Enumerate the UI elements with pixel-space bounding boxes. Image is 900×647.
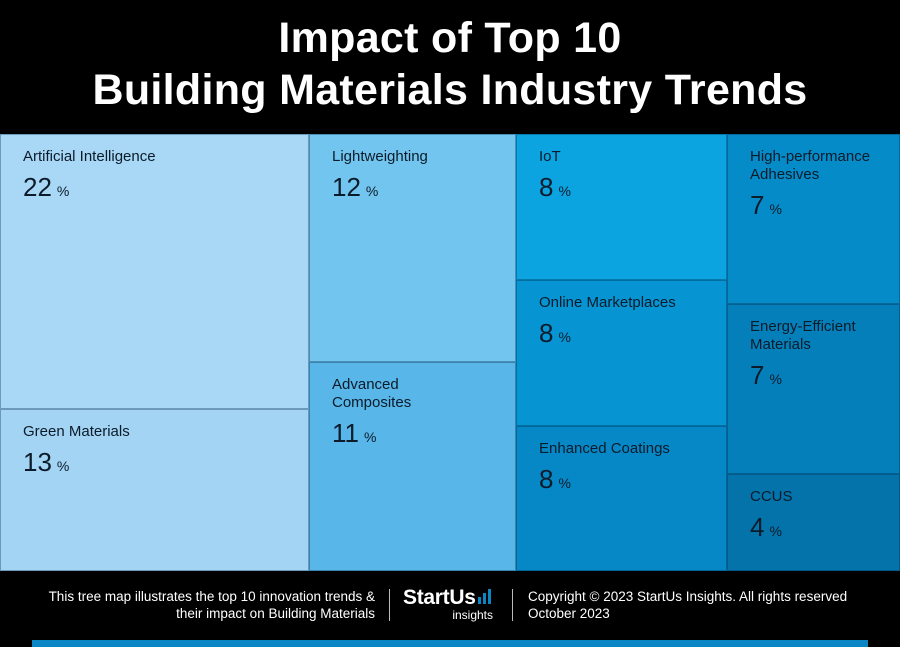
footer-divider-right xyxy=(512,589,513,621)
treemap-value-number: 8 xyxy=(539,172,554,202)
treemap-cell: IoT 8% xyxy=(516,134,727,280)
treemap-value-number: 7 xyxy=(750,360,765,390)
treemap-cell-label: Enhanced Coatings xyxy=(539,440,670,457)
treemap-value-unit: % xyxy=(769,523,782,539)
treemap-cell: Online Marketplaces 8% xyxy=(516,280,727,426)
treemap-cell-label: CCUS xyxy=(750,488,793,505)
treemap-value-unit: % xyxy=(56,183,70,199)
footer-description-line-2: their impact on Building Materials xyxy=(176,606,375,621)
treemap-value-unit: % xyxy=(365,183,379,199)
treemap-cell-value: 8% xyxy=(539,318,726,352)
treemap-cell-value: 13% xyxy=(23,447,308,481)
treemap-cell-value: 7% xyxy=(750,360,899,394)
treemap-value-number: 7 xyxy=(750,190,765,220)
treemap-cell-label: High-performance Adhesives xyxy=(750,148,871,183)
treemap-value-number: 11 xyxy=(332,418,359,448)
startus-logo: StartUs insights xyxy=(403,587,503,622)
treemap-cell: CCUS 4% xyxy=(727,474,900,571)
treemap-cell-value: 8% xyxy=(539,172,726,206)
treemap-cell-value: 7% xyxy=(750,190,899,224)
treemap-cell: Enhanced Coatings 8% xyxy=(516,426,727,571)
treemap-cell: Green Materials 13% xyxy=(0,409,309,571)
treemap-cell-label: Energy-Efficient Materials xyxy=(750,318,856,353)
treemap-value-number: 22 xyxy=(23,172,52,202)
treemap-cell-label: Advanced Composites xyxy=(332,376,412,411)
treemap-cell-value: 22% xyxy=(23,172,308,206)
treemap-value-number: 4 xyxy=(750,512,765,542)
treemap-value-unit: % xyxy=(56,458,70,474)
treemap: Artificial Intelligence 22% Green Material… xyxy=(0,134,900,571)
treemap-cell: Advanced Composites 11% xyxy=(309,362,516,571)
treemap-value-number: 8 xyxy=(539,464,554,494)
logo-sub-text: insights xyxy=(452,608,493,622)
footer-divider-left xyxy=(389,589,390,621)
title-line-2: Building Materials Industry Trends xyxy=(92,66,808,114)
treemap-value-unit: % xyxy=(558,329,571,345)
copyright-text: Copyright © 2023 StartUs Insights. All r… xyxy=(528,589,848,604)
treemap-cell: Energy-Efficient Materials 7% xyxy=(727,304,900,474)
treemap-cell-label: Online Marketplaces xyxy=(539,294,676,311)
footer: This tree map illustrates the top 10 inn… xyxy=(0,571,900,647)
treemap-cell: Lightweighting 12% xyxy=(309,134,516,362)
treemap-value-unit: % xyxy=(558,475,571,491)
treemap-value-unit: % xyxy=(364,429,377,445)
chart-title: Impact of Top 10 Building Materials Indu… xyxy=(0,12,900,116)
treemap-value-unit: % xyxy=(769,371,782,387)
footer-copyright-block: Copyright © 2023 StartUs Insights. All r… xyxy=(528,588,847,622)
treemap-cell: High-performance Adhesives 7% xyxy=(727,134,900,304)
treemap-cell-value: 11% xyxy=(332,418,515,452)
title-line-1: Impact of Top 10 xyxy=(278,14,622,62)
treemap-value-unit: % xyxy=(769,201,782,217)
logo-main-text: StartUs xyxy=(403,586,476,609)
accent-bar xyxy=(32,640,868,647)
treemap-value-number: 12 xyxy=(332,172,361,202)
treemap-value-number: 13 xyxy=(23,447,52,477)
treemap-value-unit: % xyxy=(558,183,571,199)
treemap-cell-value: 4% xyxy=(750,512,899,546)
footer-description-line-1: This tree map illustrates the top 10 inn… xyxy=(48,589,375,604)
treemap-cell-label: Artificial Intelligence xyxy=(23,148,156,165)
treemap-value-number: 8 xyxy=(539,318,554,348)
treemap-cell-label: Green Materials xyxy=(23,423,130,440)
date-text: October 2023 xyxy=(528,606,610,621)
footer-description: This tree map illustrates the top 10 inn… xyxy=(15,588,375,622)
bar-chart-icon xyxy=(477,589,491,604)
treemap-cell-value: 8% xyxy=(539,464,726,498)
treemap-cell-label: Lightweighting xyxy=(332,148,428,165)
treemap-cell-value: 12% xyxy=(332,172,515,206)
treemap-cell-label: IoT xyxy=(539,148,561,165)
treemap-cell: Artificial Intelligence 22% xyxy=(0,134,309,409)
